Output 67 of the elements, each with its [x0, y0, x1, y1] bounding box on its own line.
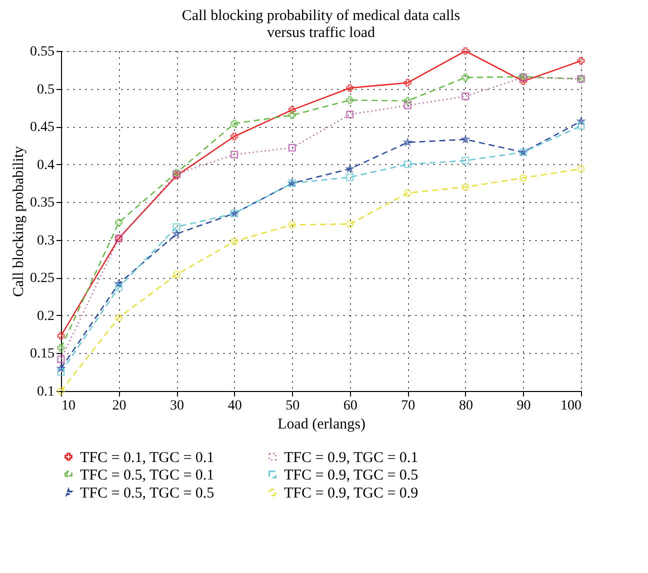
y-tick-label: 0.1: [37, 384, 54, 400]
point: [288, 111, 296, 120]
y-tick-label: 0.45: [30, 120, 54, 136]
y-tick-label: 0.2: [37, 308, 54, 324]
point: [404, 160, 412, 168]
legend-label: TFC = 0.5, TGC = 0.5: [80, 486, 214, 502]
legend-label: TFC = 0.9, TGC = 0.5: [284, 468, 418, 484]
point: [404, 97, 412, 105]
point: [57, 332, 65, 340]
x-tick-label: 100: [560, 398, 582, 414]
point: [230, 238, 238, 246]
point: [172, 270, 180, 278]
x-tick-label: 60: [343, 398, 358, 414]
point: [346, 220, 354, 228]
point: [230, 150, 238, 158]
y-axis-title: Call blocking probability: [11, 146, 27, 297]
point: [404, 78, 412, 87]
point: [404, 102, 412, 110]
point: [57, 344, 65, 352]
x-tick-label: 70: [401, 398, 416, 414]
point: [404, 189, 412, 197]
point: [346, 110, 354, 118]
point: [577, 57, 585, 65]
point: [57, 368, 65, 376]
point: [462, 92, 470, 100]
point: [462, 74, 470, 82]
y-tick-label: 0.15: [30, 346, 54, 362]
x-axis-title: Load (erlangs): [278, 416, 366, 432]
x-tick-label: 50: [286, 398, 300, 414]
legend-label: TFC = 0.9, TGC = 0.1: [284, 450, 418, 466]
x-tick-label: 80: [458, 398, 473, 414]
point: [172, 223, 180, 231]
point: [577, 117, 585, 124]
y-tick-label: 0.3: [37, 233, 54, 248]
y-tick-label: 0.25: [30, 271, 54, 286]
point: [288, 106, 296, 114]
point: [114, 218, 123, 226]
point: [114, 314, 123, 322]
y-tick-label: 0.4: [37, 158, 54, 173]
point: [462, 156, 470, 164]
y-tick-label: 0.35: [30, 196, 54, 211]
y-tick-label: 0.55: [30, 44, 54, 60]
x-tick-label: 20: [112, 398, 126, 414]
point: [577, 122, 585, 130]
point: [114, 284, 123, 292]
legend-label: TFC = 0.5, TGC = 0.1: [80, 468, 214, 484]
y-tick-label: 0.5: [37, 82, 54, 98]
point: [230, 132, 238, 140]
point: [577, 165, 585, 173]
point: [462, 47, 470, 55]
point: [346, 96, 354, 104]
point: [519, 77, 528, 86]
x-tick-label: 40: [228, 398, 242, 414]
legend-label: TFC = 0.9, TGC = 0.9: [284, 486, 418, 502]
point: [462, 183, 470, 191]
x-tick-label: 30: [170, 398, 184, 414]
point: [230, 120, 238, 128]
point: [346, 84, 354, 92]
point: [57, 355, 65, 364]
legend-label: TFC = 0.1, TGC = 0.1: [80, 450, 214, 466]
point: [288, 220, 296, 229]
point: [519, 174, 528, 182]
point: [346, 173, 354, 181]
point: [288, 144, 296, 152]
x-tick-label: 90: [516, 398, 531, 414]
chart-title: Call blocking probability of medical data calls versus traffic load: [182, 8, 460, 41]
x-tick-label: 10: [62, 398, 76, 414]
